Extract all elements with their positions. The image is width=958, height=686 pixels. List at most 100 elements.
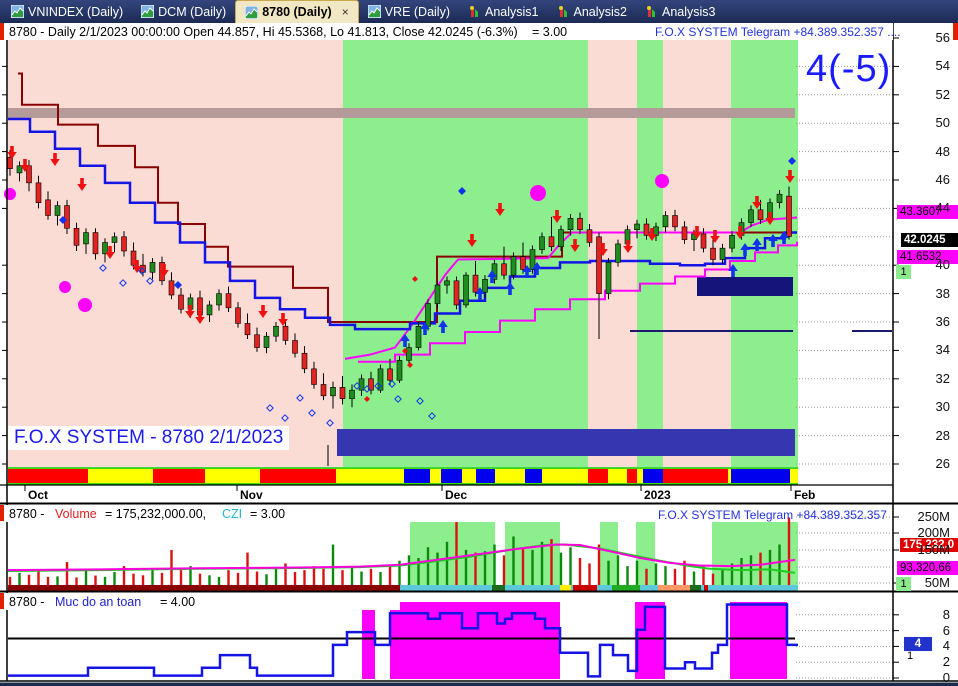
candle-body — [311, 368, 317, 385]
sell-arrow-icon — [77, 178, 87, 191]
volume-axis-label: 50M — [924, 575, 950, 590]
hollow-diamond-signal — [138, 267, 146, 275]
sell-arrow-icon — [692, 226, 702, 239]
sell-arrow-icon — [132, 260, 142, 273]
buy-arrow-icon — [752, 238, 762, 251]
candle-body — [178, 294, 184, 310]
red-diamond-signal — [364, 396, 370, 402]
price-axis-label: 32 — [935, 370, 950, 386]
sell-arrow-icon — [20, 159, 30, 172]
safety-tag-value: 4 — [914, 638, 922, 650]
telegram-watermark-volume: F.O.X SYSTEM Telegram +84.389.352.357 — [658, 508, 887, 522]
candle-body — [235, 307, 241, 324]
candle-body — [330, 387, 336, 397]
price-pane-title-row: 8780 - Daily 2/1/2023 00:00:00 Open 44.8… — [0, 23, 893, 40]
candle-body — [339, 387, 346, 399]
tab-analysis3[interactable]: Analysis3 — [636, 0, 725, 23]
buy-arrow-icon — [522, 265, 532, 278]
candle-body — [64, 205, 70, 229]
sell-arrow-icon — [105, 246, 115, 259]
buy-arrow-icon — [487, 270, 497, 283]
hollow-diamond-signal — [388, 380, 396, 388]
candle-body — [149, 262, 156, 273]
candle-body — [92, 232, 99, 255]
sell-arrow-icon — [765, 212, 775, 225]
hollow-diamond-signal — [353, 382, 361, 390]
x-axis-label-nov: Nov — [240, 488, 263, 502]
tab-label: VNINDEX (Daily) — [28, 4, 124, 19]
volume-bg-green-band — [712, 522, 798, 585]
magenta-upper-line — [344, 216, 798, 360]
x-axis-label-dec: Dec — [445, 488, 468, 502]
magenta-dot-signal — [655, 174, 669, 188]
candle-body — [700, 233, 707, 249]
safety-magenta-block — [362, 602, 375, 679]
candle-body — [482, 279, 488, 293]
volume-badge-1: 1 — [896, 577, 911, 591]
candle-body — [586, 229, 593, 243]
tab-analysis1[interactable]: Analysis1 — [459, 0, 548, 23]
chart-icon — [367, 5, 381, 18]
price-badge-1: 1 — [896, 265, 911, 279]
candle-body — [529, 249, 536, 270]
candle-body — [263, 335, 270, 348]
safety-indicator-label: Muc do an toan — [55, 595, 142, 609]
volume-strip-darkred — [8, 585, 400, 591]
tab-vnindex-daily-[interactable]: VNINDEX (Daily) — [2, 0, 132, 23]
price-axis-label: 46 — [935, 172, 950, 187]
magenta-stair-line — [358, 241, 798, 363]
signal-annotation: 4(-5) — [806, 48, 892, 90]
candle-body — [672, 215, 678, 228]
trend-ribbon-segment — [495, 469, 525, 483]
volume-pane-symbol: 8780 - — [9, 507, 45, 521]
tab-8780-daily-[interactable]: 8780 (Daily) × — [235, 0, 359, 23]
volume-bg-green-band — [636, 522, 655, 585]
candle-body — [757, 209, 764, 221]
candle-body — [501, 263, 507, 276]
trend-ribbon-segment — [542, 469, 588, 483]
candle-body — [596, 236, 602, 294]
hollow-diamond-signal — [99, 264, 107, 272]
price-axis-label: 34 — [935, 342, 950, 358]
trend-ribbon-segment — [627, 469, 637, 483]
candle-body — [349, 389, 355, 399]
candle-body — [453, 280, 460, 306]
tab-analysis2[interactable]: Analysis2 — [548, 0, 637, 23]
safety-magenta-block — [730, 602, 787, 679]
fox-system-watermark: F.O.X SYSTEM - 8780 2/1/2023 — [8, 426, 290, 450]
trend-ribbon-segment — [790, 469, 798, 483]
x-axis-label-2023: 2023 — [644, 488, 671, 502]
tab-label: VRE (Daily) — [384, 4, 451, 19]
candle-body — [558, 229, 564, 248]
volume-strip-segment — [612, 585, 640, 591]
safety-marker-1: 1 — [907, 650, 914, 662]
trend-ribbon-segment — [430, 469, 441, 483]
tab-vre-daily-[interactable]: VRE (Daily) — [359, 0, 459, 23]
trend-ribbon-segment — [643, 469, 663, 483]
tab-dcm-daily-[interactable]: DCM (Daily) — [132, 0, 235, 23]
volume-axis-label: 200M — [917, 525, 950, 540]
candle-body — [16, 165, 23, 174]
red-diamond-signal — [407, 362, 413, 368]
sell-arrow-icon — [647, 228, 657, 241]
blue-diamond-signal — [458, 187, 466, 195]
price-axis-label: 48 — [935, 143, 950, 159]
buy-arrow-icon — [438, 320, 448, 333]
volume-value: = 175,232,000.00, — [105, 507, 207, 521]
tab-label: Analysis3 — [662, 4, 716, 19]
czi-label: CZI — [222, 507, 243, 521]
candle-body — [567, 218, 574, 230]
tab-close-icon[interactable]: × — [341, 5, 349, 19]
trend-ribbon-segment — [462, 469, 476, 483]
price-axis-label: 54 — [935, 58, 950, 74]
candle-body — [396, 360, 403, 381]
candle-body — [434, 284, 441, 304]
hollow-diamond-signal — [326, 419, 334, 427]
hollow-diamond-signal — [281, 414, 289, 422]
chart-icon — [141, 5, 155, 18]
candle-body — [605, 262, 612, 294]
safety-pane-symbol: 8780 - — [9, 595, 45, 609]
candle-body — [54, 205, 61, 216]
trend-ribbon-segment — [728, 469, 731, 483]
chart-icon — [11, 5, 24, 18]
